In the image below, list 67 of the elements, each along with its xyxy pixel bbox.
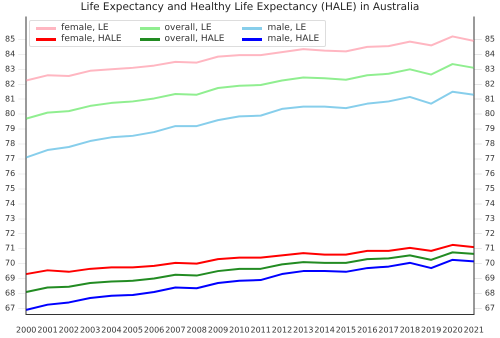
x-tick-label: 2000	[16, 325, 36, 334]
y2-tick-label: 80	[484, 109, 496, 118]
y2-tick-label: 83	[484, 64, 496, 74]
y2-tick-label: 75	[484, 184, 496, 193]
legend-label: overall, HALE	[164, 34, 224, 44]
y2-tick-label: 85	[484, 34, 496, 44]
y-tick-label: 72	[4, 228, 16, 238]
x-tick-label: 2017	[378, 325, 399, 334]
y2-tick-label: 72	[484, 228, 496, 238]
x-tick-label: 2018	[400, 325, 420, 334]
x-tick-label: 2008	[186, 325, 207, 334]
y-tick-label: 70	[4, 258, 16, 268]
x-tick-label: 2004	[101, 325, 122, 334]
x-tick-label: 2012	[272, 325, 292, 334]
y2-tick-label: 69	[484, 274, 496, 283]
x-tick-label: 2002	[58, 325, 79, 334]
y2-tick-label: 84	[484, 49, 496, 58]
y2-tick-label: 70	[484, 258, 496, 268]
y-tick-label: 83	[4, 64, 16, 74]
y2-tick-label: 76	[484, 169, 496, 178]
x-tick-label: 2021	[464, 325, 484, 334]
y2-tick-label: 71	[484, 244, 496, 253]
y-tick-label: 80	[4, 109, 16, 118]
y2-tick-label: 81	[484, 94, 496, 104]
y2-tick-label: 77	[484, 154, 496, 164]
x-tick-label: 2013	[293, 325, 314, 334]
y2-tick-label: 73	[484, 214, 496, 223]
legend-label: male, LE	[267, 23, 306, 33]
y-tick-label: 78	[4, 139, 16, 148]
legend-label: female, HALE	[61, 34, 122, 44]
x-tick-label: 2015	[336, 325, 356, 334]
legend-label: overall, LE	[164, 23, 212, 33]
y2-tick-label: 82	[484, 79, 496, 88]
x-tick-label: 2005	[122, 325, 143, 334]
y-tick-label: 74	[4, 198, 16, 208]
y-tick-label: 71	[4, 244, 16, 253]
x-tick-label: 2016	[357, 325, 378, 334]
legend-label: male, HALE	[267, 34, 320, 44]
y2-tick-label: 67	[484, 304, 496, 312]
x-tick-label: 2006	[144, 325, 164, 334]
x-tick-label: 2011	[250, 325, 271, 334]
y-tick-label: 84	[4, 49, 16, 58]
chart-title: Life Expectancy and Healthy Life Expectancy (HALE) in Australia	[80, 1, 420, 13]
y-tick-label: 79	[4, 124, 16, 134]
y2-tick-label: 78	[484, 139, 496, 148]
x-tick-label: 2014	[314, 325, 335, 334]
y2-tick-label: 79	[484, 124, 496, 134]
y-tick-label: 69	[4, 274, 16, 283]
x-tick-label: 2003	[80, 325, 100, 334]
x-tick-label: 2009	[208, 325, 228, 334]
y-tick-label: 68	[4, 288, 16, 298]
x-tick-label: 2010	[229, 325, 250, 334]
y-tick-label: 67	[4, 304, 16, 312]
y-tick-label: 76	[4, 169, 16, 178]
y2-tick-label: 74	[484, 198, 496, 208]
legend-label: female, LE	[61, 23, 109, 33]
y-tick-label: 82	[4, 79, 16, 88]
y-tick-label: 73	[4, 214, 16, 223]
y2-tick-label: 68	[484, 288, 496, 298]
y-tick-label: 75	[4, 184, 16, 193]
y-tick-label: 85	[4, 34, 16, 44]
x-tick-label: 2019	[421, 325, 442, 334]
x-tick-label: 2001	[37, 325, 58, 334]
y-tick-label: 81	[4, 94, 16, 104]
x-tick-label: 2007	[165, 325, 186, 334]
y-tick-label: 77	[4, 154, 16, 164]
x-tick-label: 2020	[442, 325, 463, 334]
